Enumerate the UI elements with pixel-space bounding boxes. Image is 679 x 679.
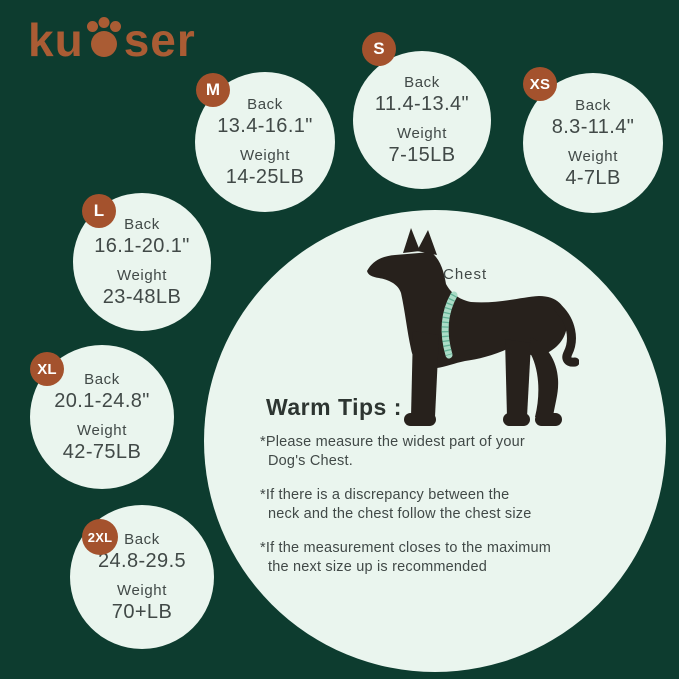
size-circle-xs: XS Back 8.3-11.4" Weight 4-7LB bbox=[523, 67, 663, 213]
tip-item: *Please measure the widest part of your … bbox=[260, 433, 590, 471]
size-circle-xl: XL Back 20.1-24.8" Weight 42-75LB bbox=[30, 345, 174, 489]
back-label: Back bbox=[124, 530, 160, 548]
logo-text-suffix: ser bbox=[123, 14, 196, 66]
weight-label: Weight bbox=[76, 421, 127, 439]
tip-line: *If there is a discrepancy between the bbox=[260, 487, 510, 503]
tip-line: neck and the chest follow the chest size bbox=[268, 506, 532, 522]
tip-line: Dog's Chest. bbox=[268, 453, 353, 469]
size-badge-m: M bbox=[196, 73, 230, 107]
size-circle-l: L Back 16.1-20.1" Weight 23-48LB bbox=[73, 193, 211, 331]
warm-tips-heading: Warm Tips : bbox=[266, 394, 402, 420]
brand-logo: ku ser bbox=[28, 16, 196, 63]
paw-print-icon bbox=[86, 17, 121, 57]
back-range: 13.4-16.1" bbox=[217, 114, 313, 137]
back-label: Back bbox=[404, 73, 440, 91]
warm-tips-list: *Please measure the widest part of your … bbox=[260, 433, 590, 592]
size-badge-xs: XS bbox=[523, 67, 557, 101]
size-badge-xl: XL bbox=[30, 352, 64, 386]
tip-line: *If the measurement closes to the maximu… bbox=[260, 540, 552, 556]
weight-range: 7-15LB bbox=[388, 143, 456, 166]
back-range: 24.8-29.5 bbox=[97, 549, 187, 572]
weight-range: 4-7LB bbox=[565, 166, 621, 189]
tip-line: the next size up is recommended bbox=[268, 559, 487, 575]
weight-label: Weight bbox=[116, 266, 167, 284]
back-label: Back bbox=[84, 370, 120, 388]
dog-silhouette bbox=[367, 228, 579, 426]
size-badge-l: L bbox=[82, 194, 116, 228]
weight-label: Weight bbox=[116, 581, 167, 599]
size-badge-2xl: 2XL bbox=[82, 519, 118, 555]
back-range: 16.1-20.1" bbox=[94, 234, 190, 257]
tip-item: *If there is a discrepancy between the n… bbox=[260, 486, 590, 524]
weight-range: 42-75LB bbox=[62, 440, 142, 463]
logo-text-prefix: ku bbox=[28, 14, 84, 66]
back-label: Back bbox=[575, 96, 611, 114]
measuring-diagram-circle: Chest Warm Tips : *Please measure the wi… bbox=[204, 210, 666, 672]
weight-label: Weight bbox=[567, 147, 618, 165]
back-label: Back bbox=[247, 95, 283, 113]
back-range: 11.4-13.4" bbox=[374, 92, 470, 115]
tip-item: *If the measurement closes to the maximu… bbox=[260, 539, 590, 577]
size-circle-s: S Back 11.4-13.4" Weight 7-15LB bbox=[353, 32, 491, 189]
size-circle-m: M Back 13.4-16.1" Weight 14-25LB bbox=[195, 72, 335, 212]
weight-range: 70+LB bbox=[111, 600, 173, 623]
weight-label: Weight bbox=[239, 146, 290, 164]
back-label: Back bbox=[124, 215, 160, 233]
back-range: 20.1-24.8" bbox=[54, 389, 150, 412]
tip-line: *Please measure the widest part of your bbox=[260, 434, 525, 450]
size-circle-2xl: 2XL Back 24.8-29.5 Weight 70+LB bbox=[70, 505, 214, 649]
weight-label: Weight bbox=[396, 124, 447, 142]
size-badge-s: S bbox=[362, 32, 396, 66]
weight-range: 23-48LB bbox=[102, 285, 182, 308]
weight-range: 14-25LB bbox=[225, 165, 305, 188]
chest-label: Chest bbox=[443, 266, 488, 283]
back-range: 8.3-11.4" bbox=[551, 115, 635, 138]
